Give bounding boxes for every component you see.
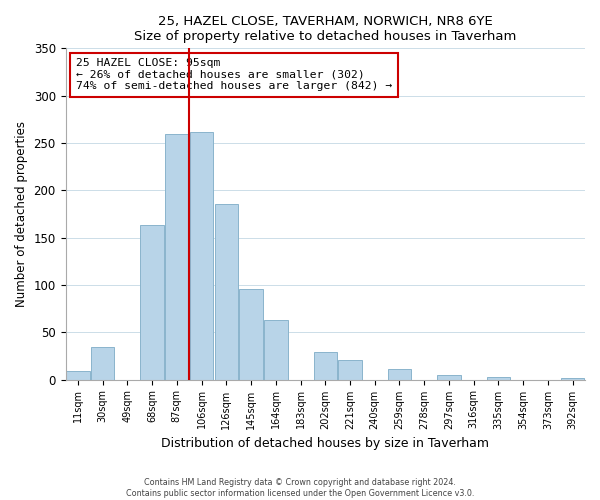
Bar xyxy=(165,134,188,380)
Bar xyxy=(388,369,411,380)
Y-axis label: Number of detached properties: Number of detached properties xyxy=(15,121,28,307)
Bar xyxy=(264,320,287,380)
Bar xyxy=(487,376,510,380)
Bar xyxy=(239,288,263,380)
Bar xyxy=(140,226,164,380)
Bar xyxy=(314,352,337,380)
Bar xyxy=(190,132,214,380)
Title: 25, HAZEL CLOSE, TAVERHAM, NORWICH, NR8 6YE
Size of property relative to detache: 25, HAZEL CLOSE, TAVERHAM, NORWICH, NR8 … xyxy=(134,15,517,43)
Bar xyxy=(66,371,89,380)
Text: 25 HAZEL CLOSE: 95sqm
← 26% of detached houses are smaller (302)
74% of semi-det: 25 HAZEL CLOSE: 95sqm ← 26% of detached … xyxy=(76,58,392,92)
Bar xyxy=(215,204,238,380)
Bar xyxy=(437,375,461,380)
Bar xyxy=(91,348,115,380)
X-axis label: Distribution of detached houses by size in Taverham: Distribution of detached houses by size … xyxy=(161,437,489,450)
Bar xyxy=(561,378,584,380)
Text: Contains HM Land Registry data © Crown copyright and database right 2024.
Contai: Contains HM Land Registry data © Crown c… xyxy=(126,478,474,498)
Bar xyxy=(338,360,362,380)
